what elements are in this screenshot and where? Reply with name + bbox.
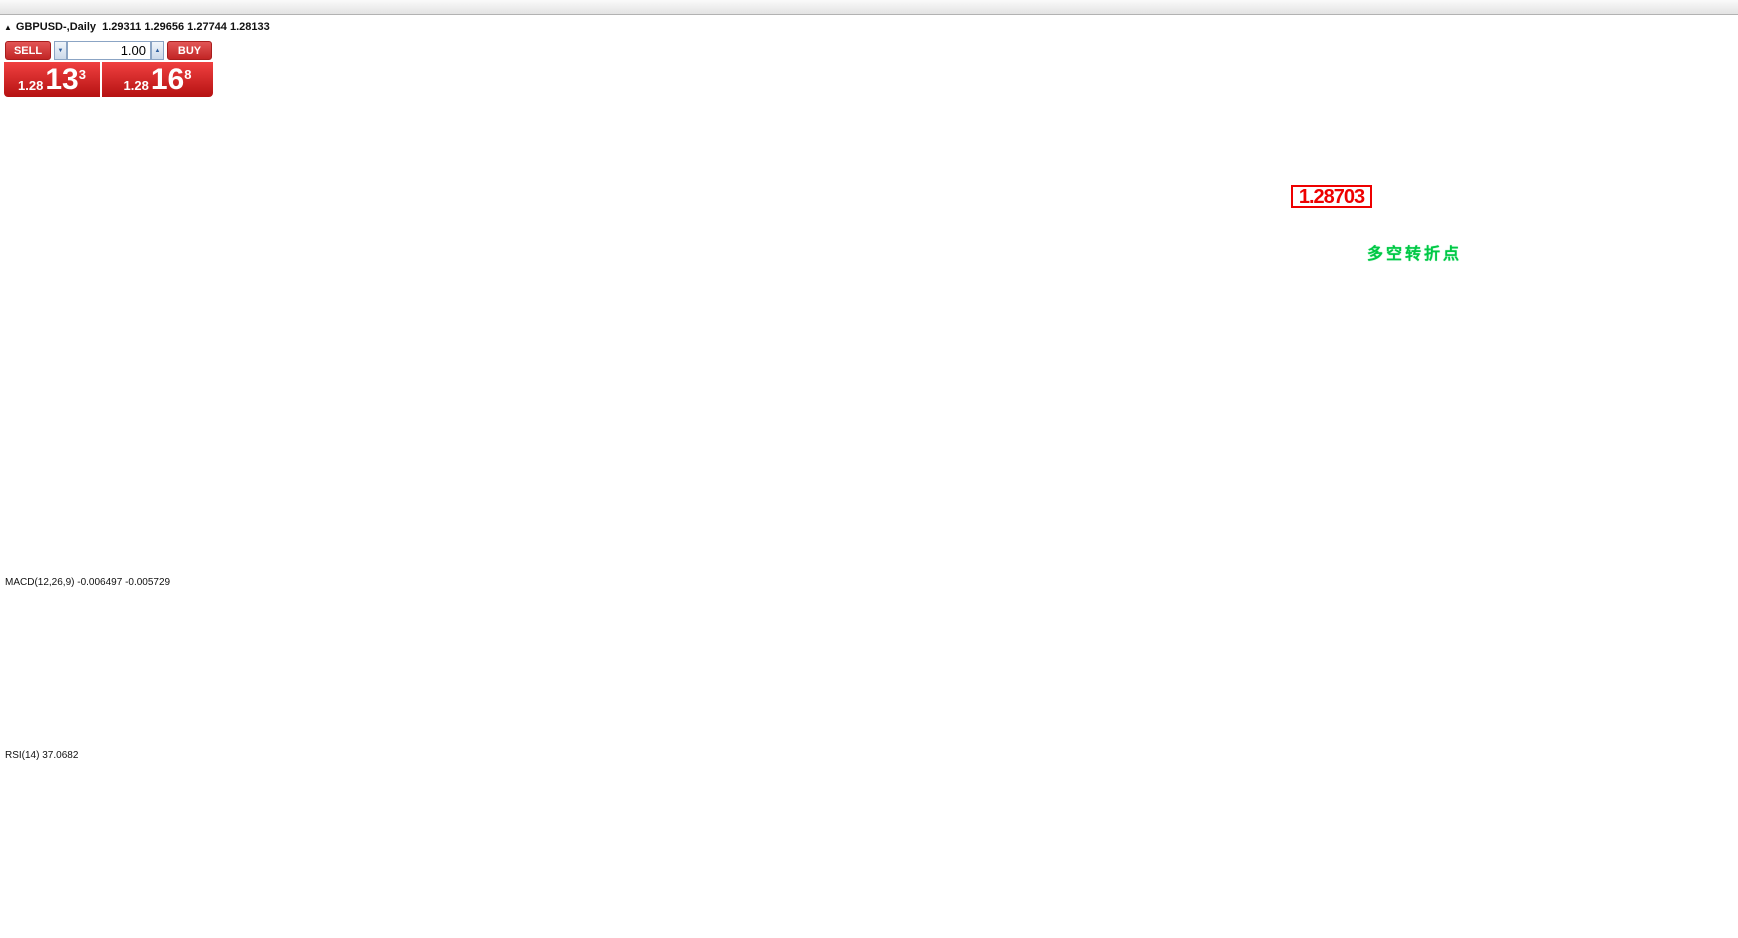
- sell-price-prefix: 1.28: [18, 78, 44, 93]
- buy-button[interactable]: BUY: [167, 41, 212, 60]
- lot-size-input[interactable]: [67, 41, 151, 60]
- turning-point-note[interactable]: 多空转折点: [1367, 246, 1463, 263]
- chart-title: ▲ GBPUSD-,Daily 1.29311 1.29656 1.27744 1…: [4, 21, 270, 33]
- sell-price-pips: 13: [45, 63, 79, 96]
- buy-price-pips: 16: [150, 63, 185, 96]
- lot-increase-button[interactable]: ▲: [151, 41, 164, 60]
- rsi-indicator-label: RSI(14) 37.0682: [5, 750, 79, 761]
- ohlc-values: 1.29311 1.29656 1.27744 1.28133: [102, 21, 270, 33]
- sell-button[interactable]: SELL: [5, 41, 51, 60]
- rsi-value: 37.0682: [42, 750, 79, 761]
- buy-price-panel[interactable]: 1.28 16 8: [102, 62, 213, 97]
- macd-indicator-label: MACD(12,26,9) -0.006497 -0.005729: [5, 577, 171, 588]
- sell-price-panel[interactable]: 1.28 13 3: [4, 62, 100, 97]
- one-click-trading-panel: SELL ▼ ▲ BUY 1.28 13 3 1.28 16 8: [3, 39, 214, 98]
- price-level-annotation[interactable]: 1.28703: [1291, 185, 1372, 208]
- macd-values: -0.006497 -0.005729: [77, 577, 171, 588]
- lot-decrease-button[interactable]: ▼: [54, 41, 67, 60]
- buy-price-point: 8: [184, 67, 192, 82]
- sell-price-point: 3: [78, 67, 86, 82]
- symbol-period-label: GBPUSD-,Daily: [15, 21, 96, 33]
- collapse-panel-icon[interactable]: ▲: [4, 23, 12, 32]
- top-toolbar: [0, 0, 1738, 15]
- buy-price-prefix: 1.28: [123, 78, 149, 93]
